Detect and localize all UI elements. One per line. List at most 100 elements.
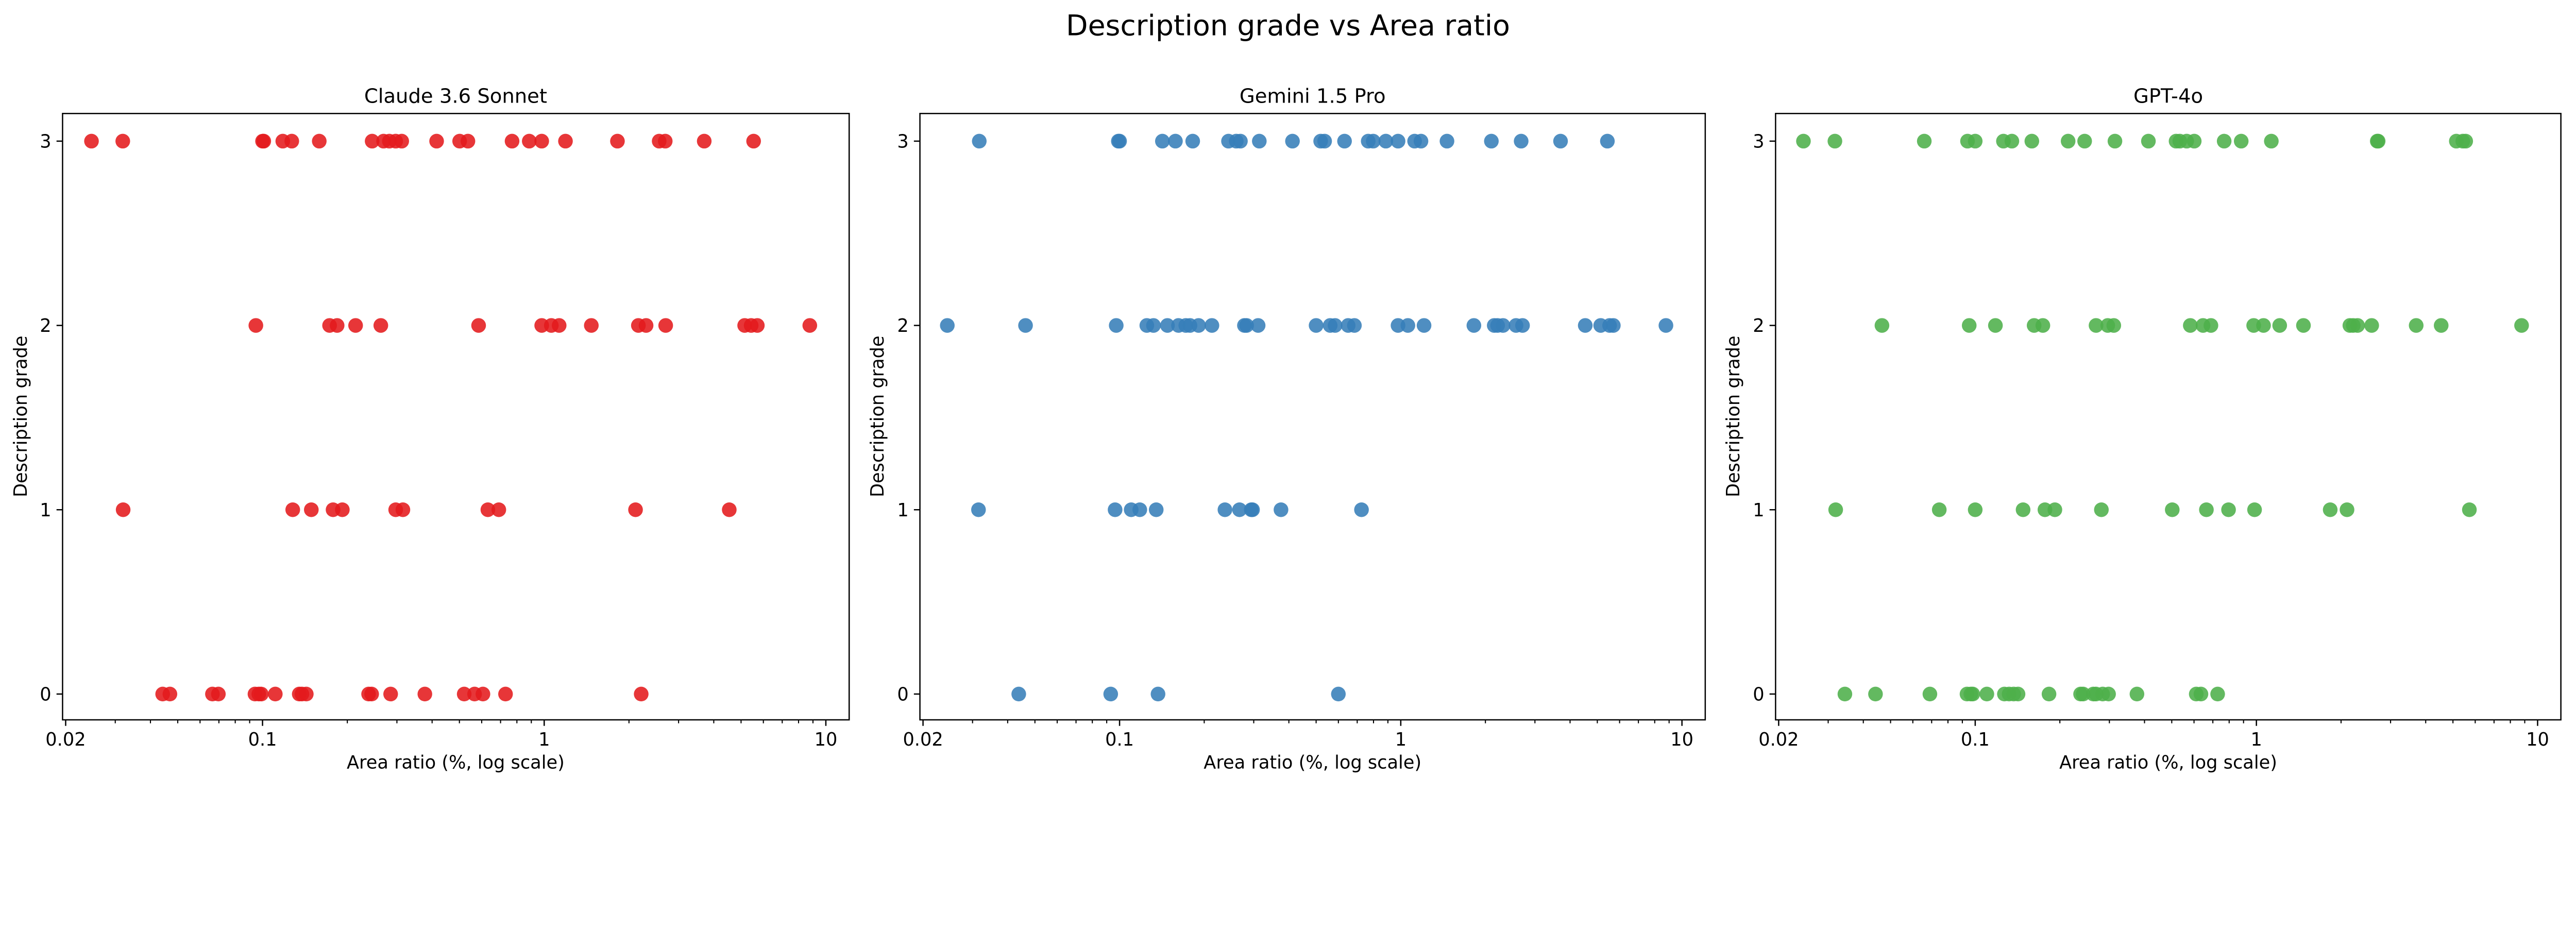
data-point [285,502,300,517]
data-point [1968,502,1983,517]
data-point [657,133,673,149]
data-point [1931,502,1947,517]
data-point [2364,318,2379,333]
data-point [1011,686,1026,702]
data-point [1132,502,1147,517]
data-point [2106,318,2122,333]
data-point [268,686,283,702]
data-point [1416,318,1432,333]
y-axis-label: Description grade [10,335,31,497]
data-point [1828,502,1843,517]
y-tick-label: 3 [897,131,908,152]
data-point [638,318,654,333]
data-point [1400,318,1415,333]
data-point [610,133,625,149]
data-point [460,133,476,149]
data-point [1191,318,1206,333]
data-point [2221,502,2236,517]
data-point [1108,502,1123,517]
data-point [248,318,263,333]
y-axis-label: Description grade [1723,335,1744,497]
panel-gpt4o: GPT-4o Area ratio (%, log scale) Descrip… [1723,85,2277,773]
y-tick-label: 0 [897,684,908,705]
data-point [1354,502,1369,517]
data-point [2060,133,2076,149]
data-point [1239,318,1254,333]
data-point [2035,318,2050,333]
data-point [2256,318,2271,333]
data-point [476,686,490,702]
data-point [1439,133,1454,149]
data-point [1965,686,1980,702]
data-point [2165,502,2180,517]
data-point [373,318,388,333]
data-point [1988,318,2003,333]
y-tick-label: 2 [1753,315,1764,336]
data-point [1922,686,1938,702]
data-point [940,318,955,333]
data-point [522,133,537,149]
x-tick-label: 0.02 [903,729,943,750]
panel-title: Claude 3.6 Sonnet [364,85,547,108]
data-point [1148,502,1164,517]
data-point [1233,133,1248,149]
x-tick-label: 10 [2526,729,2549,750]
data-point [1112,133,1127,149]
data-point [299,686,314,702]
data-point [1366,133,1381,149]
data-point [1205,318,1219,333]
data-point [394,133,409,149]
data-point [1155,133,1170,149]
data-point [1245,502,1260,517]
y-tick-label: 3 [1753,131,1764,152]
data-point [115,502,131,517]
data-point [1658,318,1673,333]
data-point [722,502,737,517]
data-point [2514,318,2529,333]
data-point [1979,686,1994,702]
data-point [534,133,549,149]
y-tick-label: 1 [897,500,908,521]
data-point [383,686,398,702]
data-point [2129,686,2145,702]
data-point [1160,318,1175,333]
data-point [2193,686,2209,702]
data-point [1968,133,1983,149]
data-point [417,686,432,702]
data-point [2370,133,2386,149]
data-point [1606,318,1621,333]
data-point [504,133,520,149]
data-point [584,318,599,333]
data-point [456,686,472,702]
data-point [115,133,130,149]
x-tick-label: 0.1 [1961,729,1990,750]
data-point [1378,133,1394,149]
data-point [429,133,444,149]
panel-gemini: Gemini 1.5 Pro Area ratio (%, log scale)… [867,85,1421,773]
data-point [1961,318,1977,333]
data-point [2247,502,2262,517]
data-point [2216,133,2232,149]
x-axis-label: Area ratio (%, log scale) [347,752,565,773]
data-point [1600,133,1615,149]
figure-title: Description grade vs Area ratio [1066,10,1510,43]
data-point [634,686,649,702]
data-point [2077,133,2092,149]
data-point [211,686,226,702]
data-point [1796,133,1811,149]
data-point [2340,502,2354,517]
data-point [253,686,269,702]
data-point [1837,686,1853,702]
data-point [2010,686,2026,702]
data-point [1250,318,1266,333]
data-point [1874,318,1890,333]
data-point [2141,133,2156,149]
data-point [1317,133,1332,149]
y-tick-label: 1 [40,500,51,521]
data-point [2041,686,2057,702]
y-tick-label: 0 [40,684,51,705]
panel-claude: Claude 3.6 Sonnet Area ratio (%, log sca… [10,85,565,773]
data-point [2458,133,2473,149]
data-point [2233,133,2249,149]
data-point [284,133,299,149]
